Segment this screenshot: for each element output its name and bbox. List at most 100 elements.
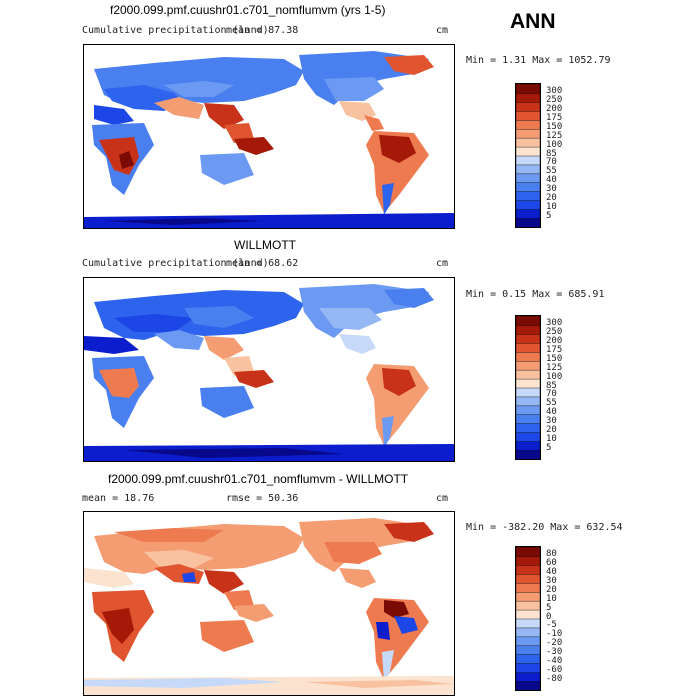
- colorbar-tick-label: 60: [546, 557, 557, 568]
- colorbar-swatch: [516, 155, 540, 166]
- colorbar-swatch: [516, 573, 540, 584]
- panel3-colorbar-svg: [516, 547, 540, 690]
- colorbar-swatch: [516, 600, 540, 611]
- colorbar-tick-label: 125: [546, 130, 563, 141]
- colorbar-swatch: [516, 164, 540, 175]
- colorbar-swatch: [516, 396, 540, 407]
- panel3-minmax: Min = -382.20 Max = 632.54: [466, 522, 623, 533]
- colorbar-swatch: [516, 333, 540, 344]
- colorbar-tick-label: 150: [546, 353, 563, 364]
- colorbar-swatch: [516, 387, 540, 398]
- colorbar-swatch: [516, 146, 540, 157]
- colorbar-swatch: [516, 582, 540, 593]
- colorbar-swatch: [516, 555, 540, 566]
- colorbar-tick-label: 30: [546, 575, 557, 586]
- panel2-mean: mean = 68.62: [226, 258, 299, 269]
- colorbar-tick-label: 10: [546, 593, 557, 604]
- colorbar-tick-label: 40: [546, 175, 557, 186]
- panel1-colorbar: [515, 83, 541, 228]
- colorbar-swatch: [516, 654, 540, 664]
- colorbar-tick-label: 250: [546, 94, 563, 105]
- colorbar-tick-label: 5: [546, 443, 552, 454]
- colorbar-swatch: [516, 636, 540, 647]
- panel3-mean: mean = 18.76: [82, 493, 155, 504]
- colorbar-tick-label: 0: [546, 611, 552, 622]
- panel2-minmax: Min = 0.15 Max = 685.91: [466, 289, 605, 300]
- colorbar-swatch: [516, 662, 540, 673]
- colorbar-swatch: [516, 84, 540, 94]
- colorbar-swatch: [516, 173, 540, 184]
- colorbar-swatch: [516, 645, 540, 655]
- colorbar-tick-label: 85: [546, 380, 557, 391]
- colorbar-swatch: [516, 208, 540, 219]
- colorbar-swatch: [516, 591, 540, 602]
- panel1-mean: mean = 87.38: [226, 25, 299, 36]
- colorbar-swatch: [516, 92, 540, 103]
- colorbar-tick-label: 5: [546, 602, 552, 613]
- colorbar-tick-label: 20: [546, 425, 557, 436]
- colorbar-tick-label: -10: [546, 629, 563, 640]
- panel1-minmax: Min = 1.31 Max = 1052.79: [466, 55, 611, 66]
- colorbar-swatch: [516, 414, 540, 424]
- colorbar-tick-label: 40: [546, 566, 557, 577]
- colorbar-tick-label: -30: [546, 647, 563, 658]
- colorbar-tick-label: 20: [546, 584, 557, 595]
- season-label: ANN: [510, 10, 556, 33]
- colorbar-swatch: [516, 423, 540, 433]
- colorbar-tick-label: 10: [546, 434, 557, 445]
- colorbar-swatch: [516, 316, 540, 326]
- panel3-land: [84, 518, 454, 695]
- colorbar-swatch: [516, 119, 540, 130]
- colorbar-tick-label: 125: [546, 362, 563, 373]
- colorbar-swatch: [516, 351, 540, 362]
- panel2-colorbar-svg: [516, 316, 540, 459]
- panel3-map: [83, 511, 455, 696]
- colorbar-swatch: [516, 324, 540, 335]
- panel1-title: f2000.099.pmf.cuushr01.c701_nomflumvm (y…: [110, 3, 386, 17]
- colorbar-swatch: [516, 449, 540, 459]
- colorbar-tick-label: 100: [546, 139, 563, 150]
- panel2-title: WILLMOTT: [234, 238, 296, 252]
- colorbar-tick-label: 200: [546, 103, 563, 114]
- panel2-map: [83, 277, 455, 462]
- colorbar-swatch: [516, 440, 540, 451]
- colorbar-tick-label: -20: [546, 638, 563, 649]
- colorbar-swatch: [516, 671, 540, 682]
- panel3-units: cm: [436, 493, 449, 504]
- panel2-subtitle: Cumulative precipitation (land): [82, 258, 269, 269]
- colorbar-tick-label: 5: [546, 211, 552, 222]
- panel2-land: [84, 284, 454, 461]
- colorbar-swatch: [516, 101, 540, 112]
- colorbar-tick-label: 80: [546, 548, 557, 559]
- panel2-units: cm: [436, 258, 449, 269]
- colorbar-swatch: [516, 547, 540, 557]
- colorbar-swatch: [516, 128, 540, 139]
- colorbar-swatch: [516, 431, 540, 442]
- colorbar-tick-label: 40: [546, 407, 557, 418]
- panel3-rmse: rmse = 50.36: [226, 493, 299, 504]
- colorbar-tick-label: 300: [546, 85, 563, 96]
- colorbar-tick-label: 70: [546, 157, 557, 168]
- colorbar-tick-label: 20: [546, 193, 557, 204]
- colorbar-swatch: [516, 564, 540, 575]
- colorbar-tick-label: 300: [546, 317, 563, 328]
- colorbar-tick-label: 55: [546, 166, 557, 177]
- colorbar-swatch: [516, 137, 540, 148]
- colorbar-tick-label: 55: [546, 398, 557, 409]
- panel1-units: cm: [436, 25, 449, 36]
- colorbar-swatch: [516, 342, 540, 353]
- colorbar-tick-label: 30: [546, 184, 557, 195]
- colorbar-swatch: [516, 378, 540, 389]
- colorbar-swatch: [516, 680, 540, 690]
- colorbar-tick-label: 10: [546, 202, 557, 213]
- panel3-title: f2000.099.pmf.cuushr01.c701_nomflumvm - …: [108, 472, 409, 486]
- colorbar-tick-label: -60: [546, 665, 563, 676]
- panel2-colorbar: [515, 315, 541, 460]
- colorbar-swatch: [516, 110, 540, 121]
- colorbar-tick-label: 30: [546, 416, 557, 427]
- colorbar-swatch: [516, 405, 540, 416]
- colorbar-swatch: [516, 199, 540, 210]
- colorbar-swatch: [516, 182, 540, 192]
- colorbar-tick-label: 70: [546, 389, 557, 400]
- colorbar-tick-label: -5: [546, 620, 557, 631]
